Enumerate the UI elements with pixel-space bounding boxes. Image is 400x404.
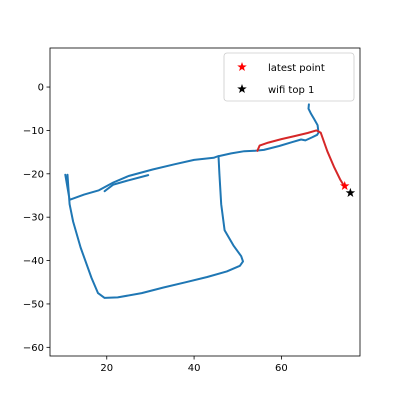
- legend-marker: [237, 62, 247, 72]
- y-tick-label: −60: [23, 343, 44, 354]
- y-tick-label: 0: [38, 83, 44, 94]
- legend-frame: [223, 52, 355, 102]
- y-tick-label: −20: [23, 169, 44, 180]
- series-line-1: [64, 155, 244, 299]
- x-tick-label: 60: [275, 363, 288, 374]
- y-tick-label: −10: [23, 126, 44, 137]
- ticks-layer: 20 40 60 0 −10 −20 −30 −40 −50 −60: [23, 83, 288, 374]
- y-tick-label: −30: [23, 213, 44, 224]
- legend: latest point wifi top 1: [223, 52, 355, 102]
- marks-layer: [64, 103, 356, 299]
- legend-label: latest point: [268, 63, 325, 74]
- plot-frame: [49, 47, 361, 357]
- scatter-point-wifi-top-1: [345, 187, 356, 197]
- scatter-point-latest-point: [339, 180, 350, 190]
- y-tick-label: −40: [23, 256, 44, 267]
- series-line-3: [218, 103, 320, 157]
- x-tick-label: 40: [188, 363, 201, 374]
- legend-marker: [237, 84, 247, 94]
- series-line-4: [256, 129, 346, 188]
- legend-label: wifi top 1: [268, 85, 314, 96]
- series-line-2: [103, 174, 150, 193]
- x-tick-label: 20: [100, 363, 113, 374]
- y-tick-label: −50: [23, 299, 44, 310]
